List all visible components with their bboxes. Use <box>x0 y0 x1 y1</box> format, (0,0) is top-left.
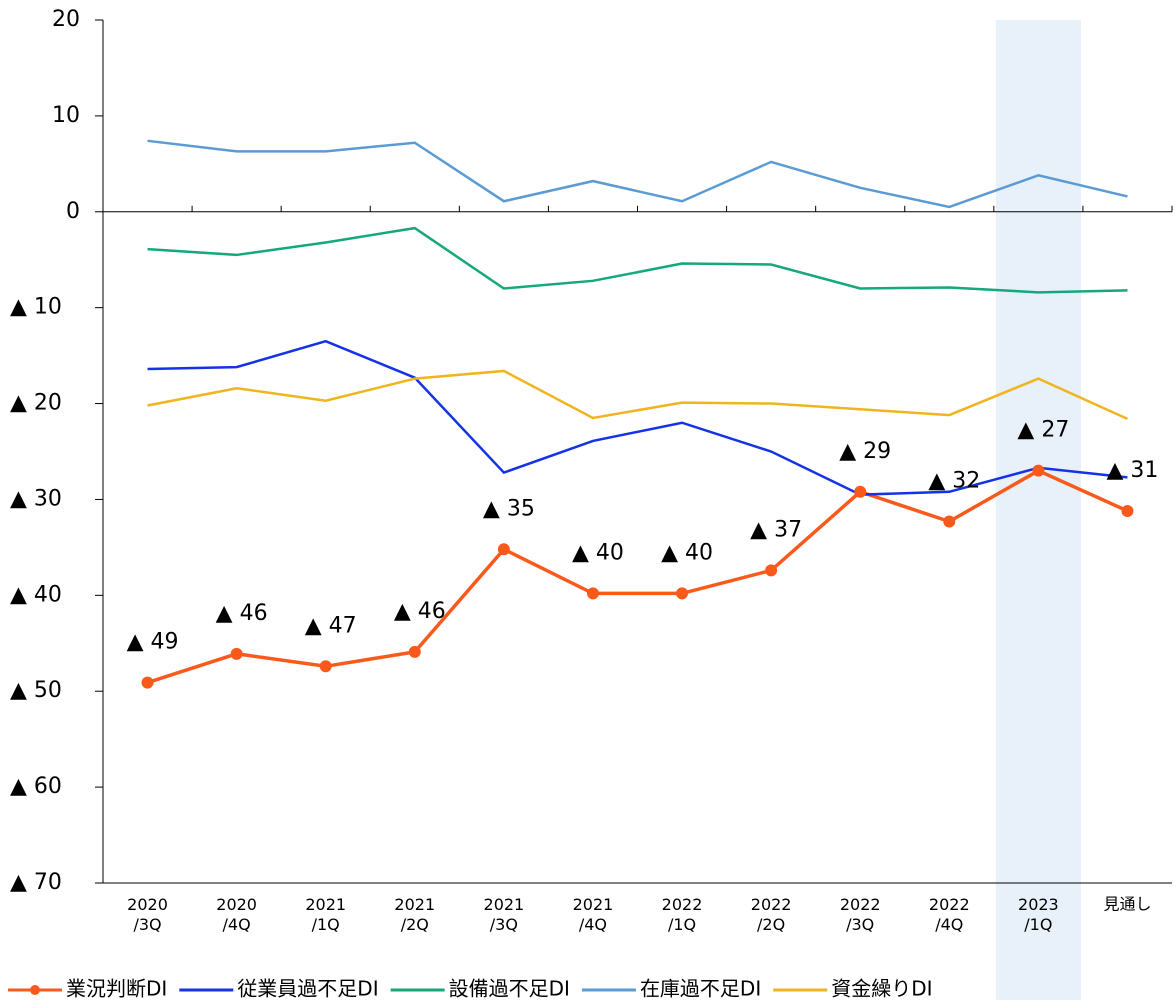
series-line <box>147 139 1128 209</box>
legend-label: 業況判断DI <box>66 977 167 1001</box>
data-label: ▲ 40 <box>572 540 624 565</box>
x-tick-label: 2021/4Q <box>573 895 614 934</box>
marker <box>943 515 956 528</box>
x-tick-label: 見通し <box>1103 895 1151 914</box>
y-tick-label: ▲ 60 <box>10 774 62 799</box>
data-label: ▲ 32 <box>928 468 980 493</box>
data-label: ▲ 29 <box>839 439 891 464</box>
x-tick-label: 2022/2Q <box>751 895 792 934</box>
legend-marker <box>30 985 40 995</box>
data-label: ▲ 37 <box>750 517 802 542</box>
marker <box>854 485 867 498</box>
data-label: ▲ 47 <box>305 613 357 638</box>
y-tick-label: ▲ 50 <box>10 678 62 703</box>
legend-label: 従業員過不足DI <box>237 977 378 1001</box>
y-tick-label: 10 <box>52 103 80 128</box>
marker <box>1032 464 1045 477</box>
y-tick-label: ▲ 20 <box>10 391 62 416</box>
legend-label: 在庫過不足DI <box>640 977 761 1001</box>
y-tick-label: ▲ 70 <box>10 870 62 895</box>
x-tick-label: 2021/2Q <box>394 895 435 934</box>
x-tick-label: 2021/3Q <box>484 895 525 934</box>
x-tick-label: 2020/3Q <box>127 895 168 934</box>
marker <box>497 543 510 556</box>
x-tick-label: 2021/1Q <box>305 895 346 934</box>
legend-label: 設備過不足DI <box>449 977 570 1001</box>
x-tick-label: 2023/1Q <box>1018 895 1059 934</box>
marker <box>141 676 154 689</box>
y-tick-label: ▲ 40 <box>10 582 62 607</box>
marker <box>319 660 332 673</box>
y-tick-label: ▲ 10 <box>10 295 62 320</box>
series-line <box>147 468 1129 685</box>
y-tick-label: ▲ 30 <box>10 486 62 511</box>
marker <box>1121 504 1134 517</box>
data-label: ▲ 49 <box>127 630 179 655</box>
marker <box>230 647 243 660</box>
x-tick-label: 2022/4Q <box>929 895 970 934</box>
data-label: ▲ 27 <box>1017 418 1069 443</box>
y-tick-label: 0 <box>66 199 80 224</box>
data-label: ▲ 46 <box>394 599 446 624</box>
marker <box>586 587 599 600</box>
marker <box>408 645 421 658</box>
data-label: ▲ 31 <box>1107 458 1159 483</box>
data-label: ▲ 46 <box>216 601 268 626</box>
x-tick-label: 2022/3Q <box>840 895 881 934</box>
x-tick-label: 2020/4Q <box>216 895 257 934</box>
marker <box>676 587 689 600</box>
series-line <box>147 339 1128 496</box>
data-label: ▲ 35 <box>483 496 535 521</box>
data-label: ▲ 40 <box>661 540 713 565</box>
highlight-band <box>995 20 1081 1000</box>
series-line <box>147 369 1128 421</box>
legend-label: 資金繰りDI <box>831 977 932 1001</box>
series-line <box>147 226 1128 294</box>
marker <box>765 564 778 577</box>
y-tick-label: 20 <box>52 7 80 32</box>
x-tick-label: 2022/1Q <box>662 895 703 934</box>
